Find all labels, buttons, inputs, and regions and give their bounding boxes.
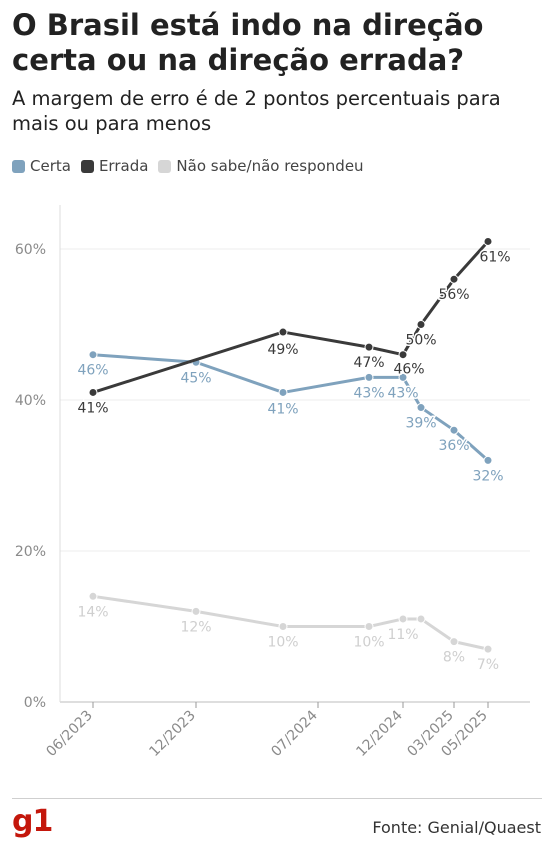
data-label-nao_sabe: 8% — [443, 650, 465, 666]
point-errada-12-2024 — [398, 350, 408, 360]
point-certa-01-2025 — [416, 403, 426, 413]
point-errada-07-2024 — [278, 327, 288, 337]
point-errada-01-2025 — [416, 320, 426, 329]
point-nao_sabe-01-2025 — [416, 614, 426, 624]
source-text: Fonte: Genial/Quaest — [372, 818, 541, 837]
point-errada-06-2023 — [88, 387, 98, 397]
data-label-errada: 47% — [353, 355, 384, 371]
series-line-certa — [91, 353, 490, 462]
legend-item-certa: Certa — [12, 157, 71, 175]
x-tick-label: 07/2024 — [268, 707, 321, 760]
data-label-nao_sabe: 10% — [353, 635, 384, 651]
point-nao_sabe-05-2025 — [483, 644, 493, 654]
g1-logo: g1 — [12, 804, 53, 839]
data-label-certa: 36% — [438, 438, 469, 454]
data-label-errada: 50% — [405, 333, 436, 349]
series-line-nao_sabe — [91, 594, 490, 651]
x-tick-label: 12/2023 — [146, 708, 198, 760]
line-chart: 0%20%40%60%06/2023 12/2023 07/2024 12/20240… — [15, 205, 530, 760]
data-label-nao_sabe: 12% — [180, 619, 211, 635]
data-label-nao_sabe: 14% — [77, 604, 108, 620]
legend-label-nao-sabe: Não sabe/não respondeu — [176, 157, 364, 175]
data-label-certa: 39% — [405, 416, 436, 432]
point-nao_sabe-12-2023 — [191, 606, 201, 616]
data-label-errada: 46% — [393, 362, 424, 378]
data-label-certa: 32% — [472, 468, 503, 484]
point-certa-12-2024 — [398, 372, 408, 382]
y-tick-label: 0% — [24, 695, 46, 711]
data-label-errada: 41% — [77, 400, 108, 416]
point-nao_sabe-03-2025 — [449, 637, 459, 647]
data-label-nao_sabe: 7% — [477, 657, 499, 673]
data-label-errada: 49% — [267, 342, 298, 358]
legend-label-certa: Certa — [30, 157, 71, 175]
x-tick-label: 06/2023 — [43, 708, 95, 760]
point-errada-03-2025 — [449, 274, 459, 284]
point-nao_sabe-07-2024 — [278, 622, 288, 631]
legend-label-errada: Errada — [98, 157, 149, 175]
legend-item-errada: Errada — [80, 157, 149, 175]
legend: Certa Errada Não sabe/não respondeu — [12, 157, 374, 175]
point-certa-06-2023 — [88, 350, 98, 360]
data-label-certa: 43% — [387, 385, 418, 401]
data-label-errada: 61% — [479, 249, 510, 265]
point-errada-05-2025 — [483, 236, 493, 246]
legend-swatch-errada — [80, 159, 94, 173]
footer-divider — [12, 798, 542, 799]
point-certa-11-2024 — [364, 372, 374, 382]
legend-swatch-nao-sabe — [158, 159, 172, 173]
x-tick-label: 12/2024 — [353, 707, 406, 760]
data-label-certa: 45% — [180, 370, 211, 386]
point-nao_sabe-12-2024 — [398, 614, 408, 624]
y-tick-label: 60% — [15, 242, 46, 258]
data-label-certa: 46% — [77, 363, 108, 379]
data-label-certa: 43% — [353, 385, 384, 401]
point-certa-03-2025 — [449, 425, 459, 435]
legend-item-nao-sabe: Não sabe/não respondeu — [158, 157, 364, 175]
y-tick-label: 20% — [15, 544, 46, 560]
data-label-certa: 41% — [267, 401, 298, 417]
chart-title: O Brasil está indo na direção certa ou n… — [12, 8, 484, 77]
chart-subtitle: A margem de erro é de 2 pontos percentua… — [12, 87, 501, 135]
legend-swatch-certa — [12, 159, 25, 173]
point-certa-05-2025 — [483, 455, 493, 465]
point-errada-11-2024 — [364, 342, 374, 352]
point-certa-07-2024 — [278, 387, 288, 397]
data-label-nao_sabe: 11% — [387, 627, 418, 643]
series-line-errada — [91, 239, 490, 394]
data-label-errada: 56% — [438, 287, 469, 303]
data-label-nao_sabe: 10% — [267, 635, 298, 651]
point-nao_sabe-11-2024 — [364, 622, 374, 631]
point-nao_sabe-06-2023 — [88, 591, 98, 601]
y-tick-label: 40% — [15, 393, 46, 409]
